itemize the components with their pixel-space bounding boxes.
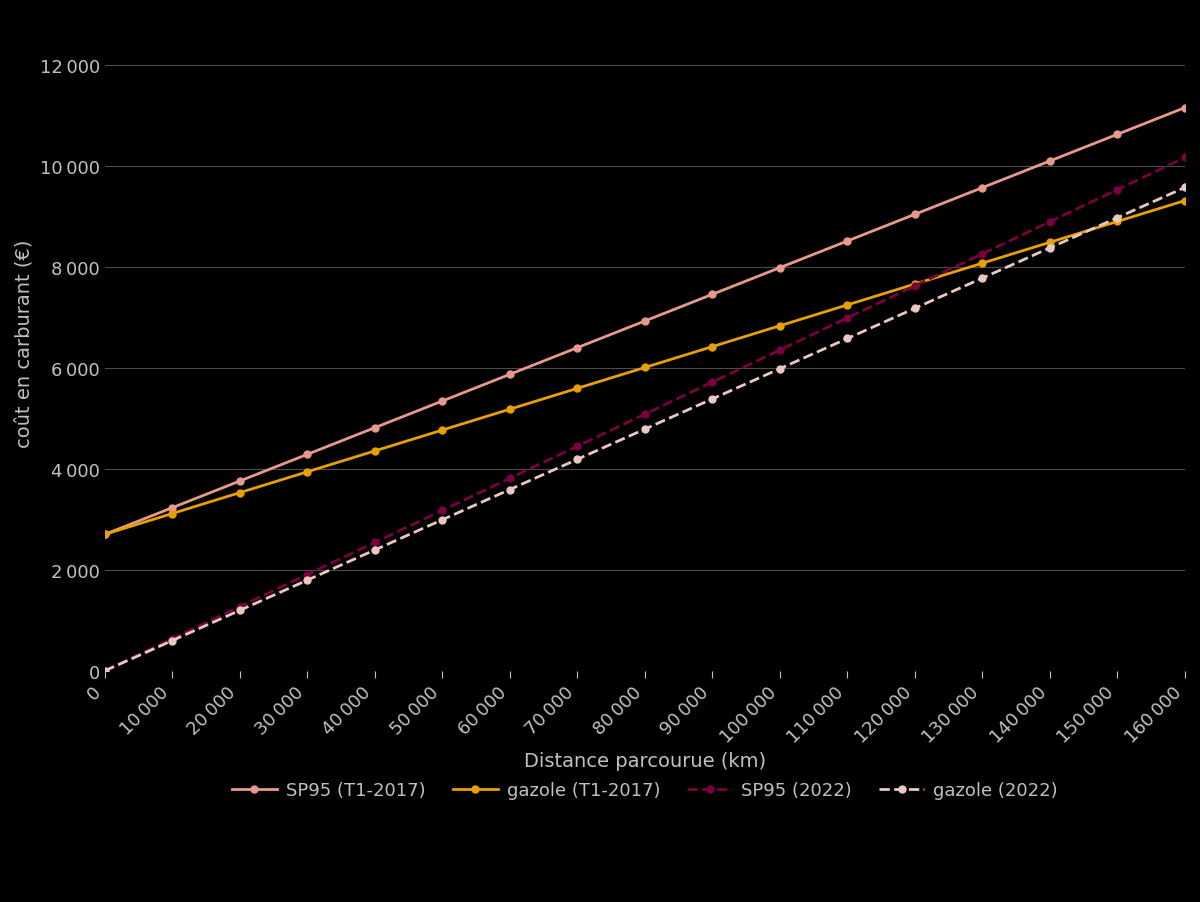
gazole (2022) — [840, 334, 854, 345]
SP95 (2022) — [1110, 185, 1124, 196]
gazole (2022) — [1043, 244, 1057, 254]
SP95 (2022) — [773, 345, 787, 356]
SP95 (T1-2017) — [570, 343, 584, 354]
Y-axis label: coût en carburant (€): coût en carburant (€) — [14, 239, 34, 447]
Line: SP95 (2022): SP95 (2022) — [101, 155, 1188, 675]
SP95 (T1-2017) — [773, 262, 787, 273]
gazole (T1-2017) — [1178, 196, 1193, 207]
SP95 (2022) — [233, 602, 247, 612]
SP95 (T1-2017) — [367, 423, 382, 434]
SP95 (T1-2017) — [976, 183, 990, 194]
gazole (T1-2017) — [300, 467, 314, 478]
gazole (2022) — [1110, 213, 1124, 224]
gazole (T1-2017) — [773, 321, 787, 332]
SP95 (T1-2017) — [840, 236, 854, 247]
gazole (T1-2017) — [1110, 216, 1124, 227]
SP95 (T1-2017) — [637, 317, 652, 327]
gazole (2022) — [164, 636, 179, 647]
gazole (2022) — [300, 575, 314, 586]
SP95 (T1-2017) — [164, 502, 179, 513]
SP95 (T1-2017) — [1110, 130, 1124, 141]
SP95 (T1-2017) — [436, 396, 450, 407]
gazole (2022) — [97, 666, 112, 676]
SP95 (2022) — [1178, 153, 1193, 164]
SP95 (2022) — [637, 410, 652, 420]
SP95 (T1-2017) — [503, 370, 517, 381]
SP95 (2022) — [1043, 217, 1057, 228]
Legend: SP95 (T1-2017), gazole (T1-2017), SP95 (2022), gazole (2022): SP95 (T1-2017), gazole (T1-2017), SP95 (… — [224, 774, 1066, 806]
gazole (2022) — [367, 545, 382, 556]
gazole (T1-2017) — [637, 363, 652, 373]
gazole (T1-2017) — [233, 488, 247, 499]
SP95 (2022) — [570, 441, 584, 452]
gazole (T1-2017) — [436, 425, 450, 436]
gazole (T1-2017) — [367, 446, 382, 456]
SP95 (T1-2017) — [97, 529, 112, 540]
gazole (T1-2017) — [840, 300, 854, 311]
X-axis label: Distance parcourue (km): Distance parcourue (km) — [523, 751, 766, 770]
SP95 (T1-2017) — [907, 209, 922, 220]
gazole (2022) — [976, 273, 990, 284]
SP95 (2022) — [436, 505, 450, 516]
gazole (2022) — [1178, 183, 1193, 194]
gazole (2022) — [233, 605, 247, 616]
gazole (T1-2017) — [97, 529, 112, 540]
SP95 (2022) — [840, 313, 854, 324]
SP95 (2022) — [300, 569, 314, 580]
gazole (T1-2017) — [164, 509, 179, 520]
SP95 (T1-2017) — [300, 449, 314, 460]
SP95 (T1-2017) — [1043, 156, 1057, 167]
gazole (T1-2017) — [503, 404, 517, 415]
gazole (2022) — [570, 455, 584, 465]
SP95 (2022) — [367, 538, 382, 548]
SP95 (2022) — [164, 633, 179, 644]
gazole (2022) — [773, 364, 787, 374]
gazole (T1-2017) — [570, 383, 584, 394]
SP95 (2022) — [97, 666, 112, 676]
gazole (T1-2017) — [907, 280, 922, 290]
gazole (2022) — [706, 394, 720, 405]
gazole (2022) — [503, 484, 517, 495]
gazole (2022) — [637, 424, 652, 435]
SP95 (2022) — [907, 281, 922, 292]
SP95 (2022) — [503, 474, 517, 484]
SP95 (2022) — [976, 249, 990, 260]
Line: SP95 (T1-2017): SP95 (T1-2017) — [101, 105, 1188, 538]
gazole (T1-2017) — [976, 259, 990, 270]
gazole (2022) — [436, 515, 450, 526]
Line: gazole (2022): gazole (2022) — [101, 185, 1188, 675]
SP95 (T1-2017) — [233, 476, 247, 487]
gazole (T1-2017) — [706, 342, 720, 353]
gazole (2022) — [907, 303, 922, 314]
SP95 (2022) — [706, 377, 720, 388]
gazole (T1-2017) — [1043, 237, 1057, 248]
SP95 (T1-2017) — [1178, 103, 1193, 114]
Line: gazole (T1-2017): gazole (T1-2017) — [101, 198, 1188, 538]
SP95 (T1-2017) — [706, 290, 720, 300]
